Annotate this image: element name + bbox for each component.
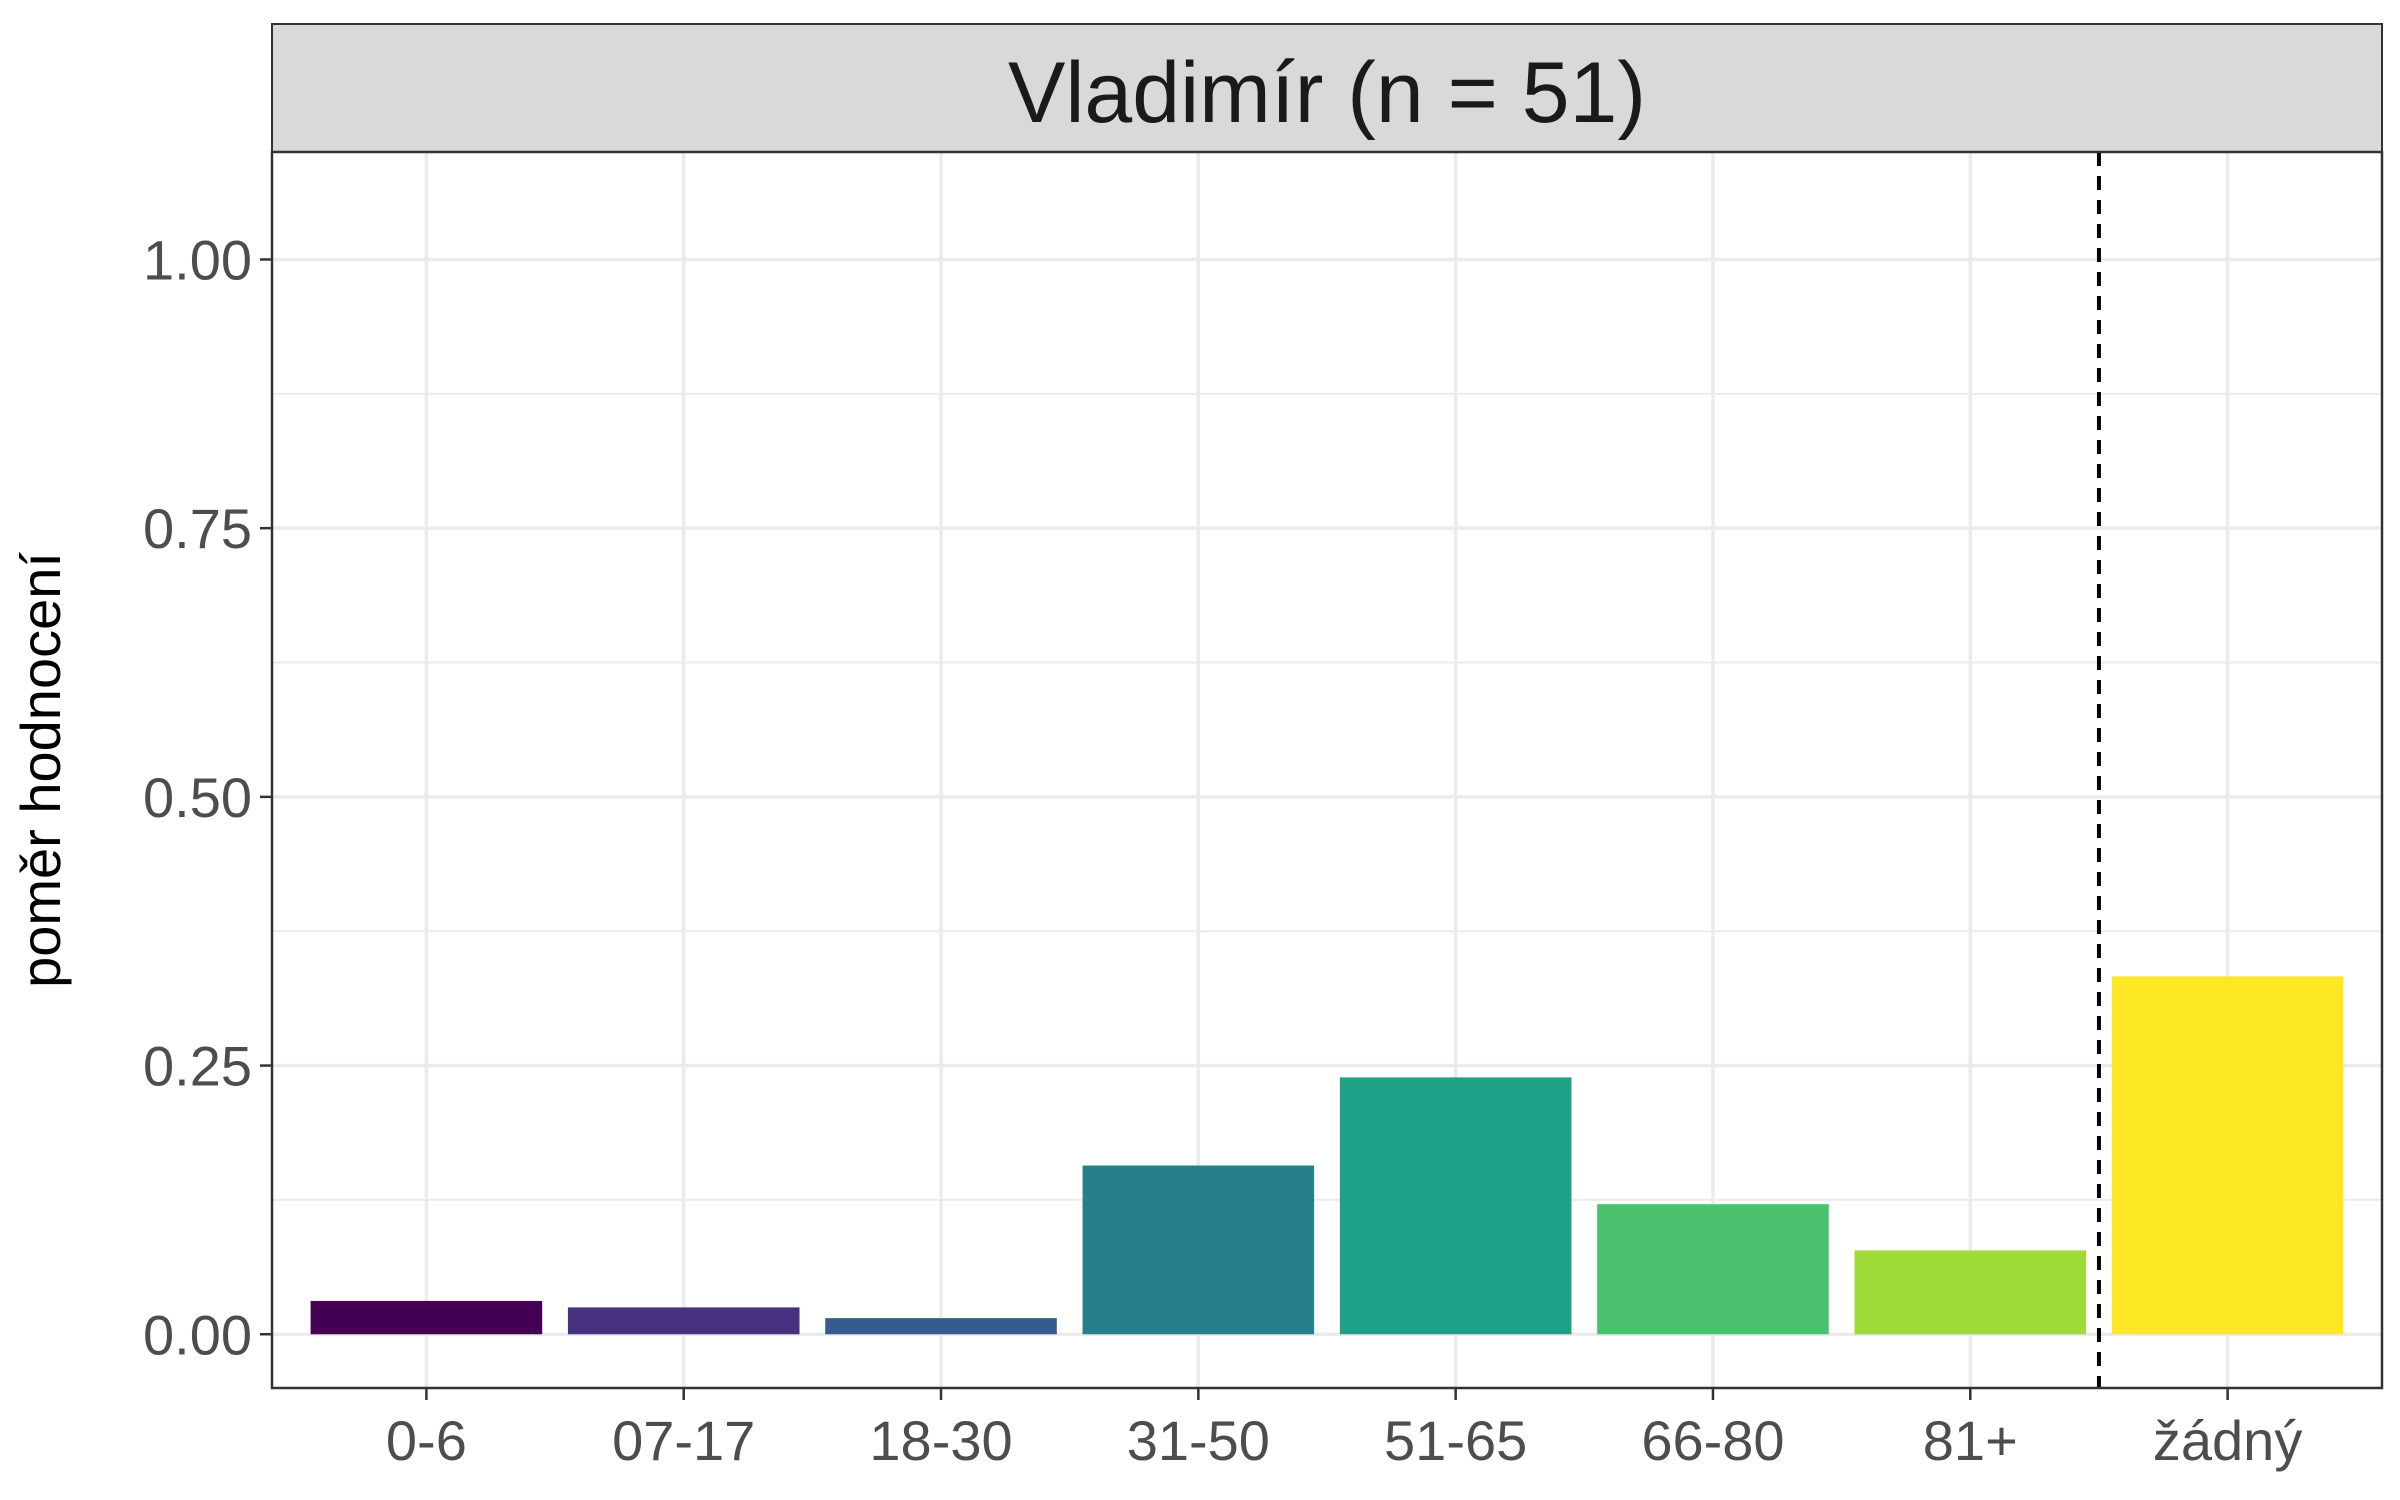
bar-žádný	[2111, 976, 2344, 1335]
y-tick-label: 0.00	[143, 1303, 252, 1366]
bar-0-6	[310, 1300, 543, 1335]
x-tick-label: 07-17	[612, 1409, 755, 1472]
y-tick-label: 0.50	[143, 766, 252, 829]
bars	[310, 976, 2344, 1335]
x-axis: 0-6 07-17 18-30 31-50 51-65 66-80 81+ žádný	[386, 1388, 2302, 1472]
y-axis: 0.00 0.25 0.50 0.75 1.00	[143, 228, 272, 1366]
x-tick-label: 31-50	[1127, 1409, 1270, 1472]
y-tick-label: 0.75	[143, 497, 252, 560]
panel-border	[270, 150, 2384, 1390]
x-tick-label: 66-80	[1641, 1409, 1784, 1472]
facet-strip	[271, 23, 2383, 153]
major-grid	[272, 152, 2382, 1388]
y-tick-label: 0.25	[143, 1035, 252, 1098]
y-tick-label: 1.00	[143, 228, 252, 291]
x-tick-label: 18-30	[869, 1409, 1012, 1472]
bar-18-30	[825, 1318, 1057, 1335]
x-tick-label: 0-6	[386, 1409, 467, 1472]
x-tick-label: 81+	[1923, 1409, 2018, 1472]
bar-51-65	[1339, 1077, 1572, 1335]
bar-31-50	[1082, 1165, 1315, 1335]
x-tick-label: žádný	[2153, 1409, 2302, 1472]
y-axis-title: poměr hodnocení	[9, 552, 72, 988]
plot-panel	[272, 152, 2382, 1388]
facet-title: Vladimír (n = 51)	[1008, 45, 1646, 141]
bar-66-80	[1597, 1204, 1829, 1335]
bar-07-17	[567, 1307, 800, 1335]
x-tick-label: 51-65	[1384, 1409, 1527, 1472]
bar-81+	[1854, 1250, 2087, 1335]
minor-grid	[272, 392, 2382, 1201]
